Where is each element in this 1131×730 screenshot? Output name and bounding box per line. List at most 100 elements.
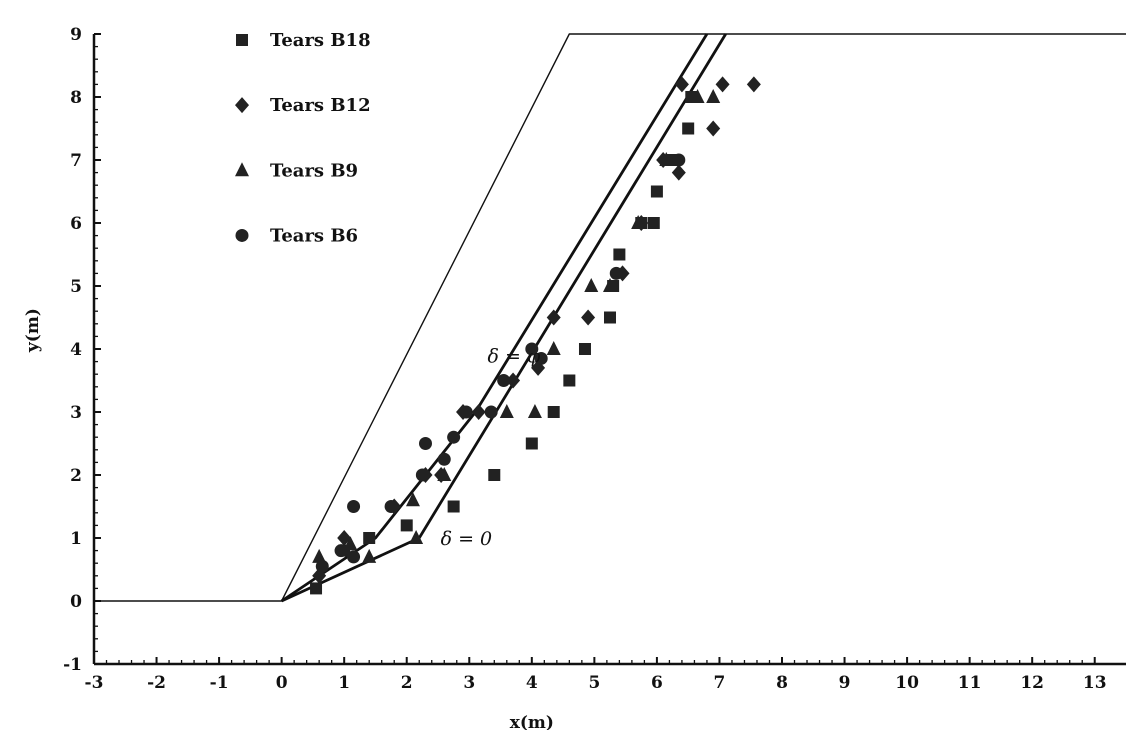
point-circle [459,405,473,419]
point-square [647,217,660,229]
y-axis-label: y(m) [23,308,43,353]
point-triangle [584,278,599,292]
y-tick-label: 2 [70,466,82,486]
point-circle [418,437,432,450]
x-tick-label: -2 [147,673,166,693]
y-tick-label: -1 [63,655,82,675]
point-triangle [603,278,617,292]
legend-marker-square [236,34,248,46]
y-tick-label: 9 [70,25,82,45]
point-triangle [690,89,705,103]
point-square [488,469,501,481]
point-triangle [437,467,452,481]
point-square [400,519,413,532]
point-square [578,343,591,355]
legend-label: Tears B18 [270,30,371,51]
x-tick-label: 0 [276,673,288,693]
point-circle [384,500,398,513]
point-square [563,374,576,387]
point-triangle [546,341,561,355]
point-diamond [674,76,689,93]
data-points [310,76,761,595]
line-delta_0 [281,33,727,603]
x-tick-label: 7 [714,673,726,693]
x-tick-label: 12 [1020,673,1044,693]
x-tick-label: 13 [1083,673,1107,693]
point-circle [497,374,511,387]
point-circle [484,405,498,419]
legend-label: Tears B6 [270,225,358,246]
point-circle [347,550,361,564]
point-circle [672,153,686,167]
annotation-label: δ = φ [488,345,541,367]
point-circle [447,430,461,444]
x-tick-label: -3 [85,673,104,693]
point-square [682,122,695,135]
x-tick-label: 6 [651,673,663,693]
point-diamond [715,76,730,93]
y-tick-label: 5 [70,277,82,297]
point-circle [347,500,361,513]
point-square [525,437,538,450]
point-circle [437,452,451,466]
point-triangle [527,404,542,418]
legend-marker-circle [235,228,249,242]
y-tick-label: 1 [70,529,82,549]
point-diamond [671,164,686,181]
legend: Tears B18 Tears B12 Tears B9 Tears B6 [235,30,371,246]
x-tick-label: -1 [210,673,229,693]
x-tick-label: 9 [839,673,851,693]
y-tick-label: 6 [70,214,82,234]
point-circle [534,351,548,365]
point-circle [609,266,623,280]
point-triangle [312,548,327,563]
point-triangle [362,548,377,563]
x-tick-label: 5 [588,673,600,693]
y-tick-label: 0 [70,592,82,612]
point-diamond [471,404,486,420]
x-tick-label: 1 [338,673,350,693]
point-square [650,185,663,198]
x-tick-label: 8 [776,673,788,693]
line-slope [94,33,1126,602]
axes [92,34,1126,666]
point-triangle [659,152,674,166]
point-diamond [546,309,561,326]
y-tick-label: 3 [70,403,82,423]
y-tick-label: 4 [70,340,82,360]
point-circle [315,559,329,573]
point-triangle [499,404,514,418]
point-square [547,406,560,418]
x-tick-label: 4 [526,673,538,693]
point-circle [334,544,348,558]
point-square [604,311,616,324]
point-triangle [343,536,358,551]
point-diamond [581,309,596,326]
point-square [363,532,376,544]
point-diamond [506,372,521,389]
point-square [310,582,323,595]
point-circle [525,342,539,356]
annotation-label: δ = 0 [441,528,493,550]
x-tick-label: 11 [958,673,982,693]
point-square [613,248,626,261]
point-diamond [706,120,721,137]
x-tick-label: 10 [895,673,919,693]
point-triangle [405,492,420,507]
line-delta_phi [280,33,709,603]
legend-marker-triangle [235,162,249,177]
point-square [447,500,460,513]
point-triangle [631,215,646,229]
annotations: δ = φ δ = 0 [441,345,541,550]
y-tick-label: 7 [70,151,82,171]
legend-marker-diamond [235,97,249,114]
legend-label: Tears B9 [270,160,358,181]
point-triangle [706,89,721,103]
x-tick-label: 2 [401,673,413,693]
x-tick-label: 3 [463,673,475,693]
legend-label: Tears B12 [270,95,371,116]
point-circle [415,468,429,482]
point-diamond [746,76,761,93]
